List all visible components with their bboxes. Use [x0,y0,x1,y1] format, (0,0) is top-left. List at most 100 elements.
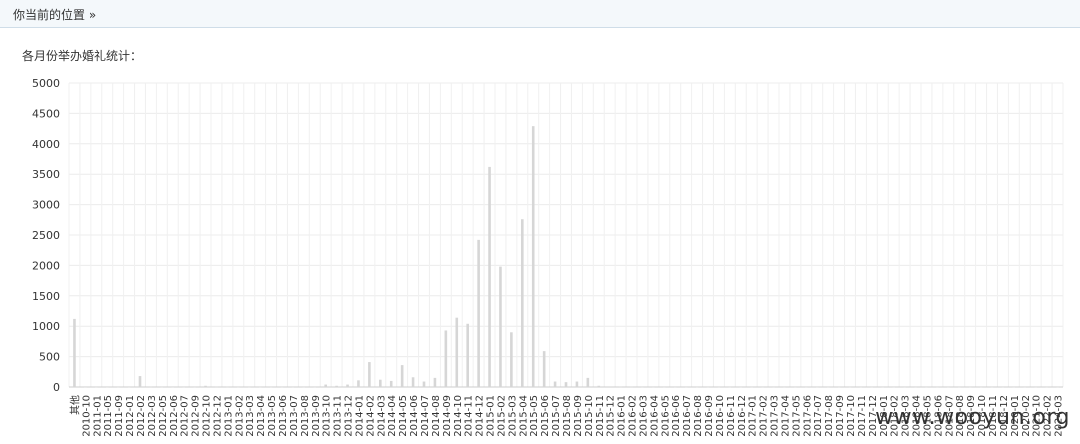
x-tick-label: 2018-08 [955,395,966,437]
bar [706,386,710,388]
x-tick-label: 2016-01 [617,395,628,437]
x-tick-label: 2017-02 [759,395,770,437]
bar [433,377,437,387]
x-tick-label: 2013-04 [256,395,267,437]
x-tick-label: 2013-03 [245,395,256,437]
bar [84,386,87,388]
x-tick-label: 2018-05 [922,395,933,437]
x-tick-label: 2017-10 [846,395,857,437]
x-tick-label: 2014-05 [398,395,409,437]
x-tick-label: 2011-09 [114,395,125,437]
x-tick-label: 2014-08 [431,395,442,437]
x-tick-label: 2017-04 [780,395,791,437]
x-tick-label: 2015-10 [584,395,595,437]
bar [182,386,185,388]
bar [870,386,874,388]
chart-title: 各月份举办婚礼统计： [22,49,143,63]
bar [979,386,983,388]
x-tick-label: 2016-02 [628,395,639,437]
bar [815,386,819,388]
x-tick-label: 2015-09 [573,395,584,437]
x-tick-label: 2014-06 [409,395,420,437]
y-tick-label: 3000 [32,199,60,212]
x-tick-label: 2016-08 [693,395,704,437]
bar [313,386,317,388]
bar [630,386,633,388]
bar [761,386,764,388]
x-tick-label: 2014-10 [453,395,464,437]
bar [673,386,677,388]
x-tick-label: 2014-03 [376,395,387,437]
bar [837,386,841,388]
bar [892,386,895,388]
bar [455,317,459,387]
bar [586,377,590,387]
x-tick-label: 2014-04 [387,395,398,437]
bar [794,386,797,388]
bar [477,239,480,387]
y-tick-label: 500 [39,351,60,364]
x-tick-label: 2012-10 [202,395,213,437]
x-tick-label: 2018-03 [901,395,912,437]
x-tick-label: 2012-02 [136,395,147,437]
bar [422,381,426,387]
bar [215,386,218,388]
y-tick-label: 4500 [32,107,60,120]
y-tick-label: 0 [53,381,60,394]
bar [597,385,601,387]
bar [346,384,349,387]
x-tick-label: 2013-08 [300,395,311,437]
bar [280,386,284,388]
x-tick-label: 2013-02 [234,395,245,437]
bar [881,386,885,388]
bar [258,386,262,388]
x-tick-label: 2018-07 [944,395,955,437]
bar [728,386,732,388]
x-tick-label: 2013-10 [322,395,333,437]
bar [619,386,622,388]
y-tick-label: 2500 [32,229,60,242]
bar [936,386,939,388]
bar [652,386,655,388]
x-tick-label: 2014-11 [464,395,475,437]
bar [116,386,120,388]
x-tick-label: 2013-11 [333,395,344,437]
x-tick-label: 2013-12 [344,395,355,437]
y-tick-label: 4000 [32,138,60,151]
x-tick-label: 2016-06 [671,395,682,437]
x-tick-label: 2016-05 [660,395,671,437]
x-tick-label: 2014-07 [420,395,431,437]
bar [663,386,666,388]
bar [925,386,928,388]
x-tick-label: 2016-12 [737,395,748,437]
x-tick-label: 2015-05 [529,395,540,437]
bar [531,126,535,387]
x-tick-label: 2018-02 [890,395,901,437]
y-tick-label: 3500 [32,168,60,181]
x-tick-label: 2011-05 [103,395,114,437]
bar [1001,386,1005,388]
bar [466,323,469,387]
y-tick-label: 5000 [32,77,60,90]
bar [1045,386,1048,388]
bar [968,386,972,388]
bar [848,386,852,388]
bar [783,386,786,388]
x-tick-label: 2017-08 [824,395,835,437]
bar [193,386,196,388]
x-tick-label: 2017-03 [770,395,781,437]
x-tick-label: 2015-04 [518,395,529,437]
x-tick-label: 其他 [68,395,81,415]
bar [739,386,743,388]
x-tick-label: 2011-01 [92,395,103,437]
x-tick-label: 2017-06 [802,395,813,437]
x-tick-label: 2012-05 [158,395,169,437]
bar [575,381,579,387]
x-tick-label: 2015-03 [507,395,518,437]
bar [914,386,917,388]
x-tick-label: 2012-07 [180,395,191,437]
x-tick-label: 2012-12 [212,395,223,437]
x-tick-label: 2012-06 [169,395,180,437]
bar [990,386,994,388]
